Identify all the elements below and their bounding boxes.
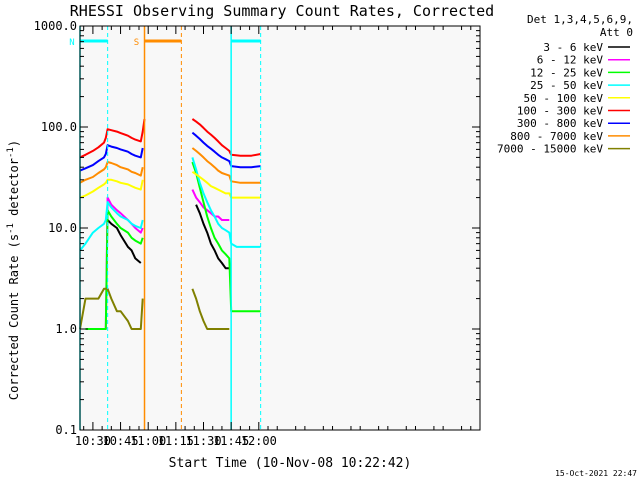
legend-entry-8: 7000 - 15000 keV: [497, 143, 603, 156]
x-axis-label: Start Time (10-Nov-08 10:22:42): [169, 456, 412, 471]
x-tick-label-6: 12:00: [241, 434, 277, 448]
series-line-8: [79, 287, 230, 330]
state-label-0: S: [134, 38, 139, 48]
footer-timestamp: 15-Oct-2021 22:47: [555, 469, 637, 478]
plot-area: [80, 26, 480, 430]
state-label-1: N: [69, 38, 74, 48]
series-line-5: [79, 118, 261, 159]
y-axis-label: Corrected Count Rate (s-1 detector-1): [6, 140, 21, 400]
x-tick-label-0: 10:30: [75, 434, 111, 448]
series-line-7: [79, 147, 261, 184]
x-tick-label-1: 10:45: [102, 434, 138, 448]
legend-entry-5: 100 - 300 keV: [517, 105, 603, 118]
y-tick-label-3: 100.0: [41, 120, 77, 134]
legend-header-line-0: Det 1,3,4,5,6,9,: [527, 13, 633, 26]
series-line-4: [79, 170, 261, 199]
x-tick-label-4: 11:30: [185, 434, 221, 448]
legend-header-line-1: Att 0: [600, 26, 633, 39]
y-tick-label-1: 1.0: [55, 322, 77, 336]
legend-entry-3: 25 - 50 keV: [530, 79, 603, 92]
y-tick-label-4: 1000.0: [34, 19, 77, 33]
y-tick-label-0: 0.1: [55, 423, 77, 437]
series-line-6: [79, 131, 261, 172]
legend-entry-7: 800 - 7000 keV: [510, 130, 603, 143]
legend-entry-6: 300 - 800 keV: [517, 117, 603, 130]
legend-entry-1: 6 - 12 keV: [537, 54, 604, 67]
legend-entry-2: 12 - 25 keV: [530, 66, 603, 79]
series-line-2: [85, 161, 261, 330]
x-tick-label-2: 11:00: [130, 434, 166, 448]
y-tick-label-2: 10.0: [48, 221, 77, 235]
chart-title: RHESSI Observing Summary Count Rates, Co…: [70, 2, 494, 20]
series-line-0: [106, 204, 230, 270]
x-tick-label-5: 11:45: [213, 434, 249, 448]
legend-entry-4: 50 - 100 keV: [524, 92, 604, 105]
legend-entry-0: 3 - 6 keV: [543, 41, 603, 54]
series-line-3: [79, 157, 261, 252]
x-tick-label-3: 11:15: [158, 434, 194, 448]
